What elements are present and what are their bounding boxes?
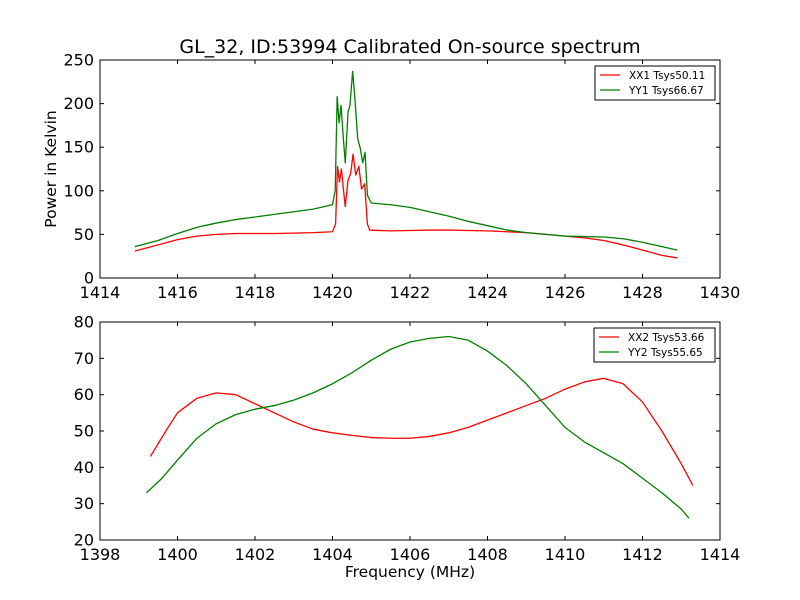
x-tick-label: 1404 (312, 545, 353, 564)
series-line-2-1 (149, 377, 694, 486)
y-tick-label: 40 (74, 458, 94, 477)
y-tick-label: 100 (63, 181, 94, 200)
bottom-plot: 1398 1400 1402 1404 1406 1408 1410 1412 1414 20 30… (74, 313, 741, 565)
legend-label: XX1 Tsys50.11 (629, 70, 705, 82)
chart-title: GL_32, ID:53994 Calibrated On-source spe… (179, 36, 640, 58)
legend: XX1 Tsys50.11 YY1 Tsys66.67 (594, 65, 716, 101)
x-axis-label: Frequency (MHz) (345, 563, 475, 581)
legend: XX2 Tsys53.66 YY2 Tsys55.65 (593, 327, 716, 363)
x-tick-label: 1398 (80, 545, 121, 564)
x-tick-label: 1420 (312, 283, 353, 302)
legend-label: YY2 Tsys55.65 (627, 347, 703, 359)
x-tick-label: 1414 (700, 545, 741, 564)
x-tick-label: 1418 (235, 283, 276, 302)
y-tick-label: 60 (74, 385, 94, 404)
y-tick-label: 80 (74, 313, 94, 332)
x-tick-label: 1408 (467, 545, 508, 564)
series-line-2-2 (146, 335, 690, 519)
x-tick-label: 1402 (235, 545, 276, 564)
y-tick-label: 70 (74, 349, 94, 368)
y-tick-label: 30 (74, 494, 94, 513)
x-tick-label: 1424 (467, 283, 508, 302)
x-tick-label: 1430 (700, 283, 741, 302)
x-tick-label: 1410 (545, 545, 586, 564)
y-tick-label: 50 (74, 225, 94, 244)
y-tick-label: 250 (63, 51, 94, 70)
x-tick-label: 1422 (390, 283, 431, 302)
x-tick-label: 1406 (390, 545, 431, 564)
y-tick-label: 0 (84, 269, 94, 288)
x-tick-label: 1414 (80, 283, 121, 302)
legend-box (593, 327, 716, 363)
x-tick-label: 1416 (157, 283, 198, 302)
x-tick-label: 1426 (545, 283, 586, 302)
legend-label: XX2 Tsys53.66 (628, 332, 705, 344)
x-tick-label: 1428 (622, 283, 663, 302)
legend-box (594, 65, 716, 101)
y-tick-label: 150 (63, 138, 94, 157)
x-tick-label: 1400 (157, 545, 198, 564)
y-tick-label: 20 (74, 531, 94, 550)
x-tick-label: 1412 (622, 545, 663, 564)
legend-label: YY1 Tsys66.67 (628, 85, 704, 97)
y-axis-label: Power in Kelvin (42, 110, 60, 227)
y-tick-label: 200 (63, 94, 94, 113)
series-line-1-2 (134, 70, 678, 251)
y-tick-label: 50 (74, 422, 94, 441)
top-plot: 1414 1416 1418 1420 1422 1424 1426 1428 1430 0 50 1… (63, 51, 740, 303)
